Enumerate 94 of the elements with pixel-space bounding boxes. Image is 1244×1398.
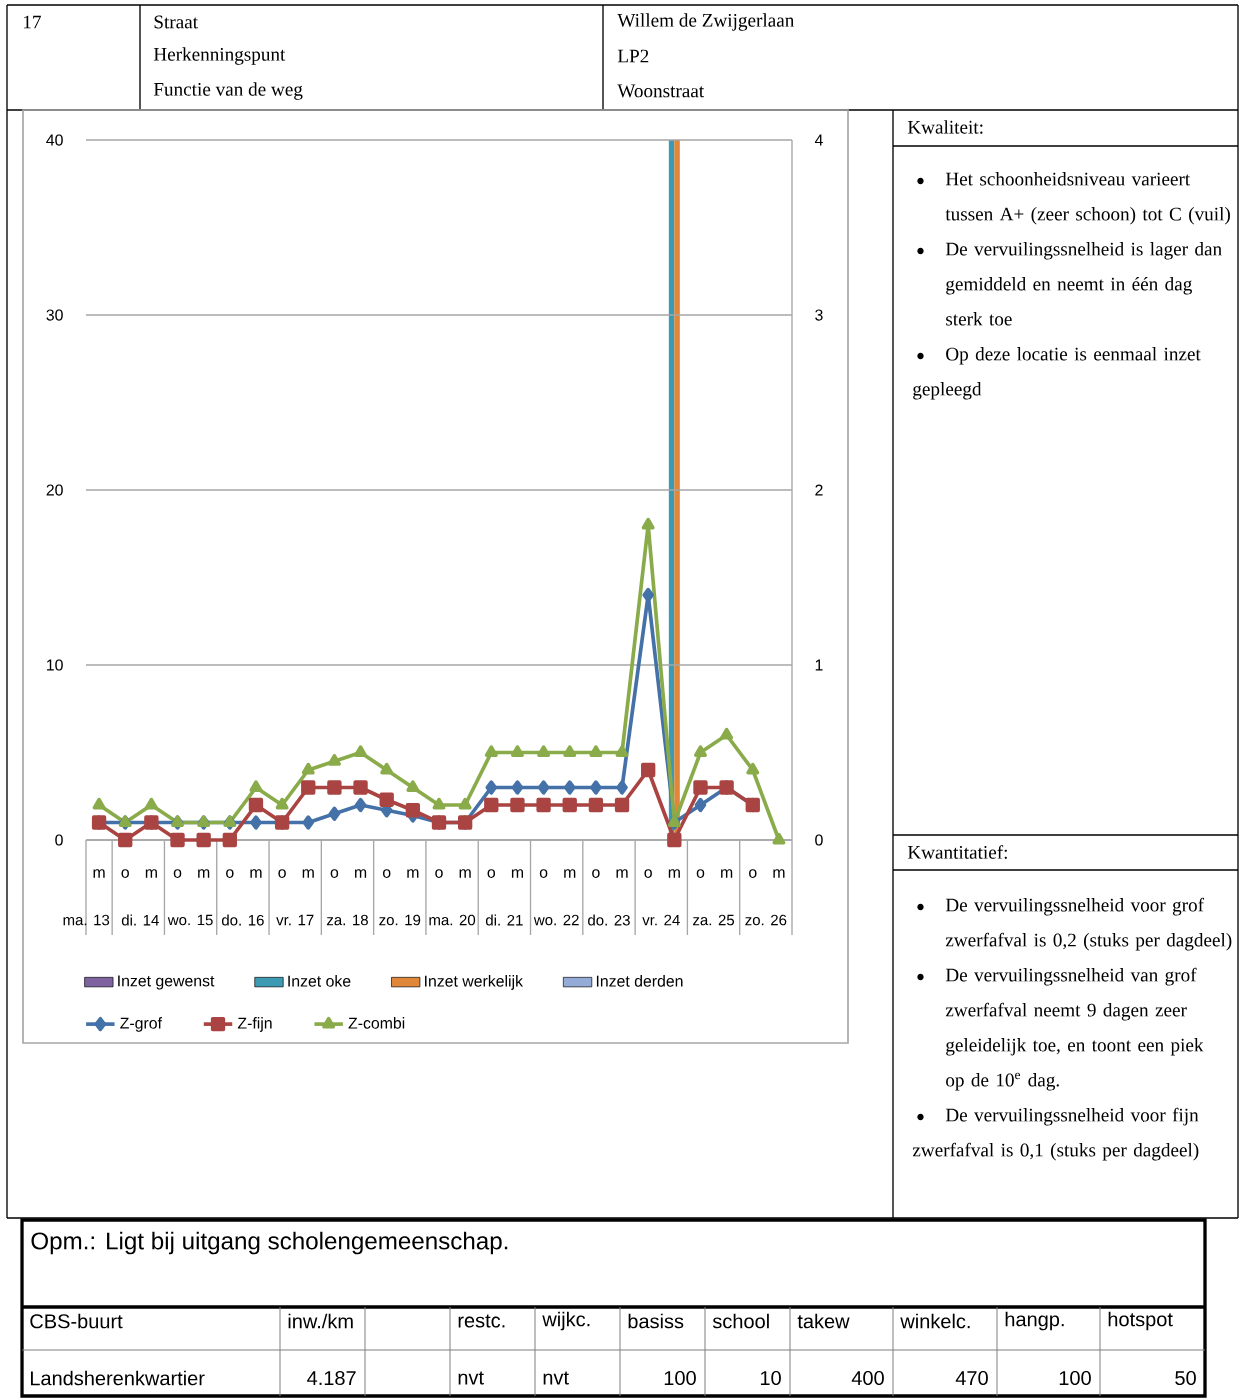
text: school: [712, 1313, 769, 1329]
text: Kwaliteit:: [907, 120, 983, 134]
x-tick-label: o: [173, 869, 182, 878]
text: De vervuilingssnelheid voor fijn zwerfafval is 0,1 (stuks per dagdeel): [912, 1107, 1199, 1161]
text: De vervuilingssnelheid is lager dan gemiddeld en neemt in één dag sterk toe: [945, 242, 1222, 326]
text: 50: [1175, 1370, 1196, 1386]
text: inw./km: [288, 1313, 353, 1329]
y2-tick-label: 3: [815, 309, 823, 321]
text: Landsherenkwartier: [30, 1370, 205, 1386]
y-tick-label: 30: [46, 309, 63, 321]
text: vr. 17: [276, 914, 314, 926]
text: Willem de Zwijgerlaan: [617, 13, 795, 31]
text: LP2: [617, 49, 649, 63]
y-tick-label: 20: [46, 484, 63, 496]
y-tick-label: 0: [55, 834, 63, 846]
legend-label: Inzet werkelijk: [425, 975, 524, 990]
text: do. 16: [221, 914, 264, 926]
text: za. 18: [326, 914, 368, 926]
text: wo. 15: [167, 914, 213, 926]
legend-label: Z-grof: [120, 1017, 162, 1032]
text: 4.187: [307, 1370, 356, 1386]
legend-label: Inzet gewenst: [118, 975, 215, 990]
text: wo. 22: [533, 914, 579, 926]
text: zo. 19: [379, 914, 421, 926]
text: Kwantitatief:: [907, 845, 1007, 859]
x-tick-label: o: [278, 869, 286, 878]
y2-tick-label: 1: [815, 659, 823, 671]
x-tick-label: o: [592, 869, 600, 878]
text: ma. 20: [429, 914, 476, 926]
legend-label: Z-combi: [348, 1017, 405, 1029]
x-tick-label: o: [330, 869, 339, 878]
text: takew: [797, 1313, 850, 1329]
x-tick-label: o: [382, 869, 391, 878]
text: De vervuilingssnelheid voor grof zwerfafval is 0,2 (stuks per dagdeel): [945, 897, 1232, 951]
x-tick-label: o: [749, 869, 757, 878]
x-tick-label: m: [564, 869, 576, 878]
x-tick-label: o: [487, 869, 496, 878]
text: Op deze locatie is eenmaal inzet gepleegd: [913, 347, 1201, 400]
y-tick-label: 40: [46, 134, 63, 146]
text: do. 23: [588, 914, 630, 926]
x-tick-label: o: [696, 869, 705, 878]
x-tick-label: m: [145, 869, 157, 878]
text: zo. 26: [745, 914, 787, 926]
text: 100: [664, 1370, 696, 1386]
x-tick-label: m: [773, 869, 785, 878]
x-tick-label: m: [198, 869, 210, 878]
text: basiss: [628, 1313, 684, 1329]
text: hangp.: [1005, 1311, 1064, 1331]
text: 10: [760, 1370, 781, 1386]
text: 100: [1059, 1370, 1091, 1386]
x-tick-label: m: [250, 869, 262, 878]
y2-tick-label: 4: [814, 134, 823, 146]
text: CBS-buurt: [30, 1313, 123, 1329]
text: Het schoonheidsniveau varieert tussen A+ (zeer schoon) tot C (vuil): [945, 172, 1230, 225]
x-tick-label: o: [435, 869, 443, 878]
x-tick-label: m: [302, 869, 314, 878]
x-tick-label: m: [616, 869, 628, 878]
text: di. 21: [485, 914, 523, 926]
text: Herkenningspunt: [153, 47, 286, 65]
text: vr. 24: [642, 914, 680, 926]
x-tick-label: o: [226, 869, 234, 878]
text: di. 14: [121, 914, 159, 926]
text: ma. 13: [63, 914, 110, 926]
x-tick-label: m: [355, 869, 367, 878]
text: hotspot: [1108, 1311, 1173, 1331]
y-tick-label: 10: [47, 659, 63, 671]
text: winkelc.: [900, 1313, 970, 1329]
y2-tick-label: 2: [815, 484, 823, 496]
text: za. 25: [693, 914, 735, 926]
legend-label: Inzet oke: [288, 975, 351, 987]
text: 17: [24, 15, 41, 29]
text: Functie van de weg: [153, 82, 303, 100]
x-tick-label: m: [668, 869, 680, 878]
text: 400: [851, 1370, 884, 1386]
x-tick-label: m: [407, 869, 419, 878]
x-tick-label: m: [511, 869, 523, 878]
legend-label: Inzet derden: [596, 975, 683, 987]
text: nvt: [543, 1371, 569, 1385]
y2-tick-label: 0: [815, 834, 823, 846]
x-tick-label: o: [644, 869, 652, 878]
text: De vervuilingssnelheid van grof zwerfafval neemt 9 dagen zeer geleidelijk toe, en toont een piek op de 10$^{e}$ dag.: [945, 967, 1204, 1091]
text: wijkc.: [542, 1311, 590, 1331]
text: nvt: [458, 1371, 484, 1385]
x-tick-label: m: [459, 869, 471, 878]
x-tick-label: o: [539, 869, 548, 878]
text: Straat: [154, 15, 198, 29]
x-tick-label: m: [721, 869, 733, 878]
text: restc.: [458, 1314, 505, 1328]
x-tick-label: m: [93, 869, 105, 878]
text: Woonstraat: [617, 84, 705, 98]
text: Opm.: Ligt bij uitgang scholengemeenschap.: [31, 1231, 508, 1255]
text: 470: [955, 1370, 988, 1386]
x-tick-label: o: [121, 869, 129, 878]
legend-label: Z-fijn: [237, 1017, 272, 1032]
